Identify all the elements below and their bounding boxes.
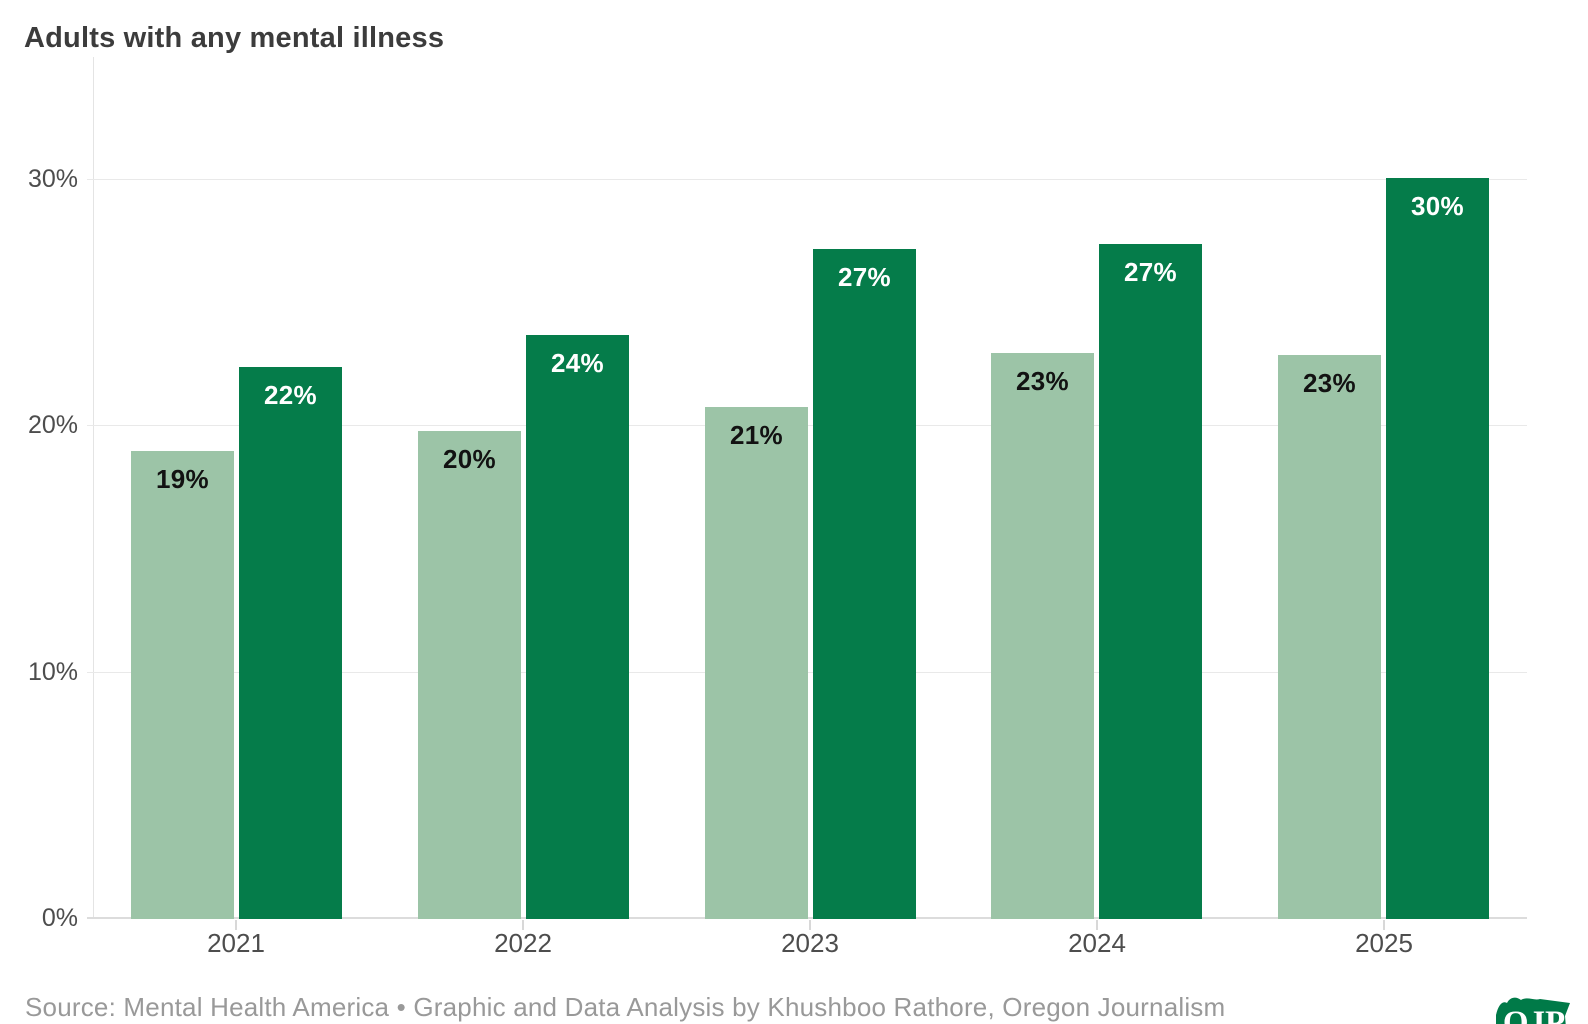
bar-value-label-2022-lighter-green-series: 20% bbox=[443, 444, 496, 474]
ojp-logo-text: OJP bbox=[1503, 1005, 1565, 1024]
y-tick-label-10%: 10% bbox=[27, 658, 78, 686]
ojp-logo: OJP bbox=[1493, 995, 1573, 1024]
x-axis-tick-2024 bbox=[1096, 920, 1098, 930]
bar-value-label-2023-lighter-green-series: 21% bbox=[730, 420, 783, 450]
bar-2022-lighter-green-series: 20% bbox=[418, 431, 521, 919]
bar-value-label-2021-lighter-green-series: 19% bbox=[156, 464, 209, 494]
x-axis-tick-2021 bbox=[235, 920, 237, 930]
bar-2023-lighter-green-series: 21% bbox=[705, 407, 808, 919]
x-tick-label-2025: 2025 bbox=[1355, 928, 1413, 958]
bar-value-label-2021-darker-green-series: 22% bbox=[264, 380, 317, 410]
bar-2025-darker-green-series: 30% bbox=[1386, 178, 1489, 919]
x-axis-tick-2022 bbox=[522, 920, 524, 930]
x-axis-tick-2025 bbox=[1383, 920, 1385, 930]
bar-2021-darker-green-series: 22% bbox=[239, 367, 342, 919]
x-tick-label-2021: 2021 bbox=[207, 928, 265, 958]
y-axis-labels: 0% 10% 20% 30% bbox=[0, 57, 78, 932]
chart-title: Adults with any mental illness bbox=[24, 22, 445, 54]
bar-2025-lighter-green-series: 23% bbox=[1278, 355, 1381, 919]
y-axis-line bbox=[93, 57, 94, 919]
x-tick-label-2024: 2024 bbox=[1068, 928, 1126, 958]
y-tick-label-20%: 20% bbox=[27, 411, 78, 439]
bar-value-label-2025-lighter-green-series: 23% bbox=[1303, 368, 1356, 398]
bar-value-label-2022-darker-green-series: 24% bbox=[551, 348, 604, 378]
oregon-shape-icon: OJP bbox=[1496, 997, 1570, 1024]
bar-2021-lighter-green-series: 19% bbox=[131, 451, 234, 919]
source-attribution: Source: Mental Health America • Graphic … bbox=[25, 992, 1226, 1022]
x-tick-label-2022: 2022 bbox=[494, 928, 552, 958]
bar-2022-darker-green-series: 24% bbox=[526, 335, 629, 919]
bar-value-label-2024-lighter-green-series: 23% bbox=[1016, 366, 1069, 396]
x-axis-tick-2023 bbox=[809, 920, 811, 930]
gridline-30% bbox=[87, 179, 1527, 180]
bar-2023-darker-green-series: 27% bbox=[813, 249, 916, 919]
bar-value-label-2023-darker-green-series: 27% bbox=[838, 262, 891, 292]
y-tick-label-0%: 0% bbox=[41, 904, 78, 932]
bar-value-label-2024-darker-green-series: 27% bbox=[1124, 257, 1177, 287]
x-axis-labels: 2021 2022 2023 2024 2025 bbox=[93, 928, 1527, 962]
bar-2024-darker-green-series: 27% bbox=[1099, 244, 1202, 919]
y-tick-label-30%: 30% bbox=[27, 165, 78, 193]
plot-area: 19% 22% 20% 24% 21% 27% 23% 27% 23% 30% bbox=[87, 57, 1527, 930]
x-tick-label-2023: 2023 bbox=[781, 928, 839, 958]
bar-value-label-2025-darker-green-series: 30% bbox=[1411, 191, 1464, 221]
bar-2024-lighter-green-series: 23% bbox=[991, 353, 1094, 919]
